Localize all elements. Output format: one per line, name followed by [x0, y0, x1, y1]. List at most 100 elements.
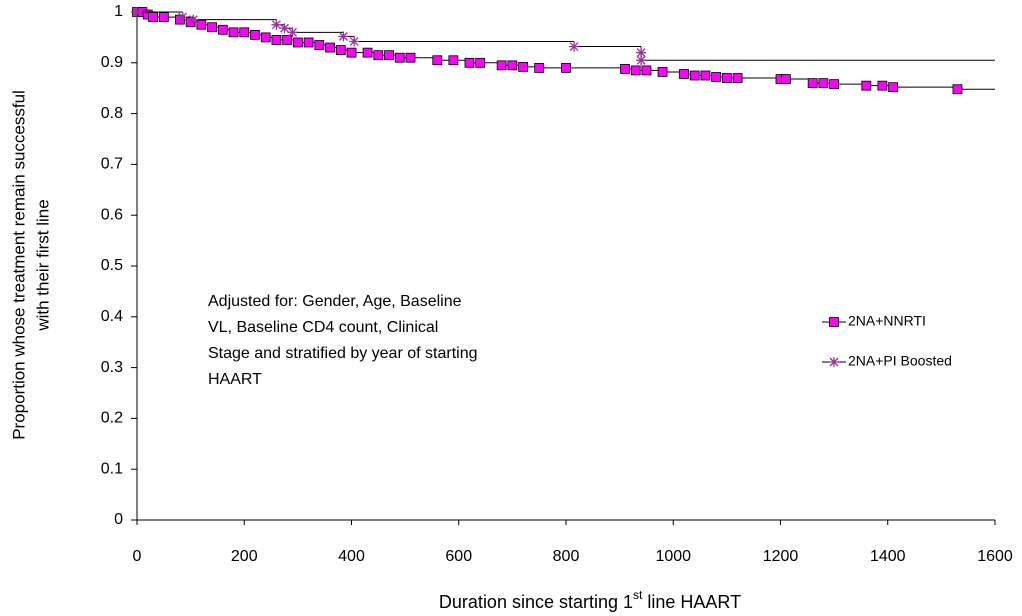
censor-marker — [952, 84, 963, 95]
censor-marker — [303, 37, 314, 48]
censor-marker — [260, 32, 271, 43]
censor-marker — [636, 47, 647, 58]
censor-marker — [700, 70, 711, 81]
censor-marker — [196, 19, 207, 30]
y-axis-label: Proportion whose treatment remain succes… — [9, 90, 52, 440]
censor-marker — [349, 36, 360, 47]
annotation: Stage and stratified by year of starting — [208, 345, 477, 362]
censor-marker — [282, 35, 293, 45]
x-tick-label: 1200 — [763, 548, 799, 565]
censor-marker — [657, 67, 668, 77]
x-tick-label: 200 — [231, 548, 258, 565]
x-tick-label: 0 — [133, 548, 142, 565]
censor-marker — [279, 23, 290, 34]
censor-marker — [679, 69, 689, 79]
censor-marker — [373, 50, 384, 61]
y-tick-label: 0.9 — [101, 54, 123, 71]
y-tick-label: 0.8 — [101, 105, 123, 122]
legend-label: 2NA+PI Boosted — [848, 353, 952, 369]
censor-marker — [636, 55, 647, 66]
censor-marker — [807, 78, 818, 89]
x-tick-label: 1600 — [977, 548, 1013, 565]
x-tick-label: 400 — [338, 548, 365, 565]
marker-stroke — [338, 31, 348, 41]
censor-marker — [630, 65, 641, 76]
censor-marker — [780, 74, 791, 84]
censor-marker — [507, 60, 518, 71]
marker-stroke — [569, 42, 579, 52]
y-tick-label: 0.7 — [101, 156, 123, 173]
series — [132, 7, 995, 66]
censor-marker — [132, 7, 142, 17]
series — [132, 7, 995, 95]
censor-marker — [877, 80, 888, 91]
x-tick-label: 1000 — [655, 548, 691, 565]
censor-marker — [217, 24, 228, 35]
censor-marker — [829, 79, 840, 90]
censor-marker — [239, 27, 250, 38]
censor-marker — [207, 22, 217, 33]
y-tick-label: 0.4 — [101, 308, 123, 325]
censor-marker — [148, 12, 158, 22]
censor-marker — [888, 82, 899, 93]
marker-stroke — [829, 357, 839, 367]
legend-item: 2NA+PI Boosted — [822, 353, 952, 369]
censor-marker — [641, 65, 652, 76]
censor-marker — [464, 57, 475, 68]
censor-marker — [325, 42, 335, 53]
x-tick-label: 1400 — [870, 548, 906, 565]
x-tick-label: 800 — [553, 548, 580, 565]
annotation: VL, Baseline CD4 count, Clinical — [208, 319, 438, 336]
marker-stroke — [636, 55, 646, 65]
censor-marker — [394, 52, 405, 63]
censor-marker — [518, 61, 528, 72]
y-label-line: with their first line — [33, 199, 52, 331]
censor-marker — [384, 50, 394, 61]
censor-marker — [496, 60, 507, 71]
x-label-text: line HAART — [642, 592, 741, 612]
marker-stroke — [178, 12, 188, 22]
marker-stroke — [288, 27, 297, 37]
censor-marker — [228, 27, 239, 38]
censor-marker — [362, 47, 373, 58]
marker-stroke — [271, 20, 281, 30]
y-label-line: Proportion whose treatment remain succes… — [9, 90, 28, 440]
censor-marker — [534, 62, 545, 73]
censor-marker — [620, 63, 630, 74]
legend-item: 2NA+NNRTI — [822, 313, 926, 329]
legend-marker — [829, 317, 839, 327]
legend-label: 2NA+NNRTI — [848, 313, 926, 329]
censor-marker — [711, 72, 722, 82]
x-label-text: Duration since starting 1 — [439, 592, 633, 612]
y-tick-label: 0.3 — [101, 359, 123, 376]
x-label-sup: st — [633, 588, 643, 602]
censor-marker — [188, 14, 199, 25]
censor-marker — [561, 62, 571, 73]
x-tick-label: 600 — [445, 548, 472, 565]
censor-marker — [250, 29, 260, 40]
censor-marker — [448, 55, 459, 66]
marker-stroke — [188, 15, 198, 25]
marker-stroke — [280, 23, 289, 33]
censor-marker — [335, 45, 346, 55]
censor-marker — [432, 55, 443, 66]
censor-marker — [177, 12, 188, 23]
y-tick-label: 0.1 — [101, 460, 123, 477]
legend-marker — [829, 357, 839, 367]
censor-marker — [271, 19, 282, 30]
censor-marker — [732, 73, 743, 83]
censor-marker — [292, 37, 303, 48]
censor-marker — [689, 70, 700, 81]
censor-marker — [569, 41, 580, 52]
censor-marker — [287, 27, 298, 38]
marker-stroke — [636, 48, 646, 58]
annotation: Adjusted for: Gender, Age, Baseline — [208, 293, 462, 310]
censor-marker — [314, 40, 325, 50]
censor-marker — [721, 73, 732, 83]
y-tick-label: 0 — [114, 511, 123, 528]
marker-stroke — [132, 7, 142, 17]
censor-marker — [818, 78, 829, 89]
censor-marker — [405, 52, 416, 63]
censor-marker — [861, 80, 872, 91]
